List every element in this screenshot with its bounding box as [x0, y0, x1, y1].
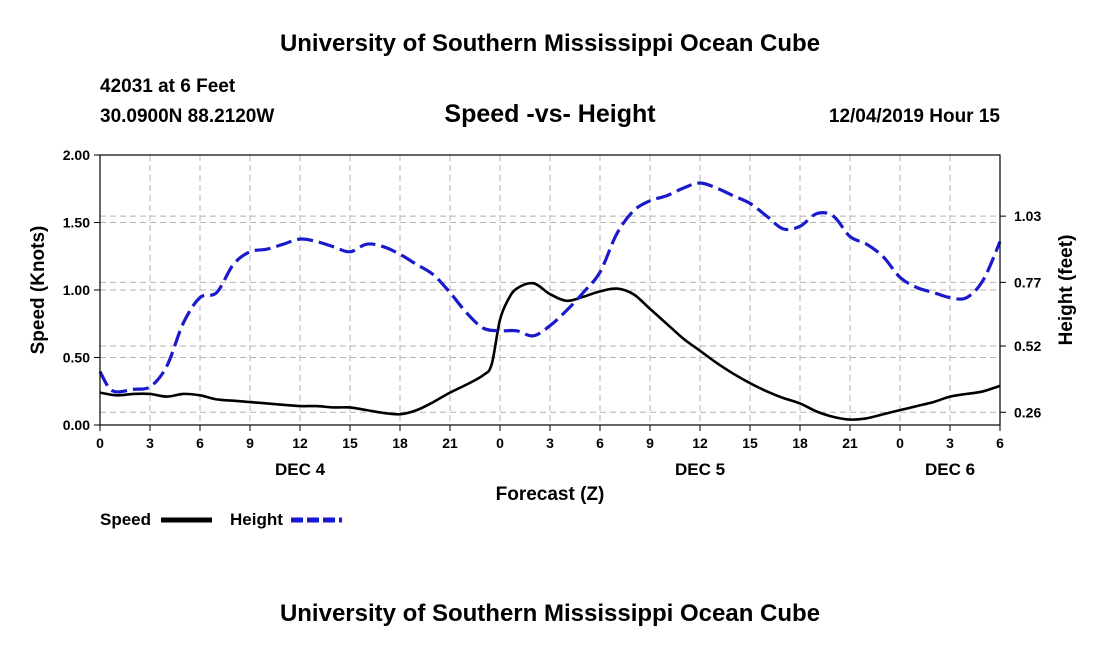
chart-title: Speed -vs- Height — [444, 100, 656, 128]
timestamp-label: 12/04/2019 Hour 15 — [828, 106, 1000, 127]
legend-speed-label: Speed — [100, 510, 151, 529]
x-tick-label: 3 — [946, 435, 954, 451]
x-tick-label: 15 — [342, 435, 358, 451]
series-line-speed — [99, 281, 1001, 421]
station-label: 42031 at 6 Feet — [100, 76, 236, 97]
x-tick-label: 21 — [842, 435, 858, 451]
x-tick-label: 6 — [196, 435, 204, 451]
x-tick-label: 21 — [442, 435, 458, 451]
x-tick-label: 3 — [146, 435, 154, 451]
x-tick-label: 0 — [896, 435, 904, 451]
x-tick-label: 0 — [496, 435, 504, 451]
y-tick-label: 1.00 — [63, 282, 90, 298]
x-tick-label: 12 — [692, 435, 708, 451]
x-day-label: DEC 4 — [275, 460, 326, 479]
x-axis-label: Forecast (Z) — [496, 484, 605, 505]
x-tick-label: 15 — [742, 435, 758, 451]
x-tick-label: 0 — [96, 435, 104, 451]
x-tick-label: 6 — [596, 435, 604, 451]
y2-tick-label: 0.77 — [1014, 274, 1041, 290]
x-tick-label: 9 — [646, 435, 654, 451]
x-day-label: DEC 6 — [925, 460, 975, 479]
page-title-top: University of Southern Mississippi Ocean… — [279, 30, 821, 57]
grid — [100, 155, 1000, 425]
y-tick-label: 0.00 — [63, 417, 90, 433]
x-tick-label: 18 — [392, 435, 408, 451]
y2-axis-label: Height (feet) — [1056, 235, 1077, 346]
y-tick-label: 0.50 — [63, 350, 90, 366]
legend-height-label: Height — [230, 510, 283, 529]
y2-tick-label: 0.26 — [1014, 404, 1041, 420]
axes: 0 3 6 9 12 15 18 21 0 3 6 9 12 15 18 21 0 3 6 0.00 0.50 1.00 1… — [63, 147, 1042, 479]
legend: Speed Height — [100, 510, 342, 529]
page-title-bottom: University of Southern Mississippi Ocean… — [279, 600, 821, 627]
y-tick-label: 1.50 — [63, 215, 90, 231]
series-line-height — [98, 181, 1002, 394]
x-tick-label: 18 — [792, 435, 808, 451]
series-layer — [98, 181, 1002, 421]
coordinates-label: 30.0900N 88.2120W — [100, 106, 275, 127]
y-tick-label: 2.00 — [63, 147, 90, 163]
y-axis-label: Speed (Knots) — [28, 226, 49, 355]
y2-tick-label: 1.03 — [1014, 208, 1041, 224]
x-tick-label: 9 — [246, 435, 254, 451]
x-tick-label: 6 — [996, 435, 1004, 451]
y2-tick-label: 0.52 — [1014, 338, 1041, 354]
x-tick-label: 12 — [292, 435, 308, 451]
x-day-label: DEC 5 — [675, 460, 725, 479]
x-tick-label: 3 — [546, 435, 554, 451]
